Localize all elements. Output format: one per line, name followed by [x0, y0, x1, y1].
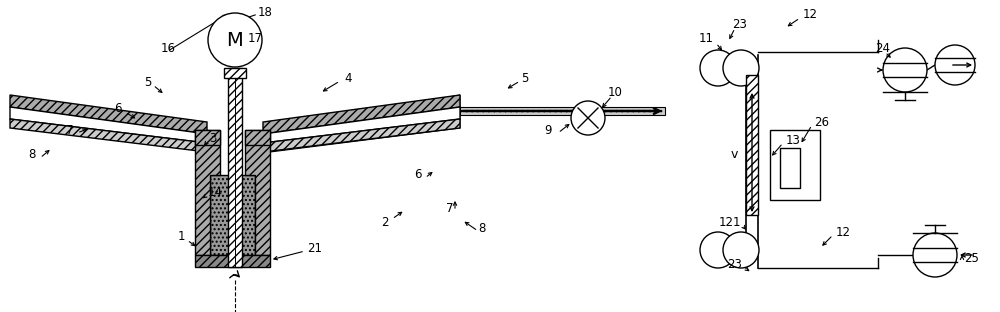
Text: 3: 3 [209, 131, 217, 144]
Text: 8: 8 [28, 149, 36, 162]
Text: 16: 16 [160, 41, 176, 55]
Text: 11: 11 [698, 32, 714, 45]
Text: 24: 24 [876, 41, 891, 55]
Polygon shape [270, 107, 460, 152]
Circle shape [935, 45, 975, 85]
Text: 6: 6 [114, 101, 122, 115]
Circle shape [883, 48, 927, 92]
Text: 9: 9 [544, 124, 552, 137]
Polygon shape [245, 130, 270, 255]
Text: 7: 7 [446, 202, 454, 215]
Circle shape [723, 232, 759, 268]
Polygon shape [195, 255, 270, 267]
Text: 7: 7 [66, 124, 74, 137]
Text: 21: 21 [308, 241, 322, 255]
Text: 10: 10 [608, 86, 622, 100]
Bar [780, 148, 800, 188]
Polygon shape [10, 95, 207, 134]
Polygon shape [210, 175, 255, 255]
Bar [770, 130, 820, 200]
Text: 23: 23 [728, 259, 742, 271]
Polygon shape [10, 107, 207, 143]
Text: 14: 14 [208, 186, 222, 198]
Circle shape [571, 101, 605, 135]
Polygon shape [263, 107, 460, 143]
Text: 4: 4 [344, 71, 352, 85]
Polygon shape [263, 119, 460, 152]
Circle shape [723, 50, 759, 86]
Polygon shape [10, 119, 207, 152]
Text: 23: 23 [733, 18, 747, 32]
Polygon shape [270, 95, 460, 143]
Bar [228, 68, 242, 267]
Text: 5: 5 [144, 76, 152, 89]
Text: 18: 18 [258, 6, 272, 18]
Text: 1: 1 [177, 231, 185, 243]
Text: M: M [227, 31, 243, 50]
Polygon shape [245, 130, 270, 145]
Polygon shape [195, 130, 220, 255]
Text: 121: 121 [719, 216, 741, 228]
Circle shape [700, 232, 736, 268]
Polygon shape [263, 95, 460, 134]
Text: 8: 8 [478, 222, 486, 235]
Text: 12: 12 [802, 8, 818, 22]
Text: 17: 17 [248, 32, 262, 45]
Circle shape [700, 50, 736, 86]
Text: 2: 2 [381, 216, 389, 228]
Circle shape [913, 233, 957, 277]
Bar [746, 75, 758, 215]
Text: 5: 5 [521, 71, 529, 85]
Bar [224, 68, 246, 78]
Text: 12: 12 [836, 226, 850, 238]
Polygon shape [195, 130, 220, 145]
Text: v: v [730, 149, 738, 162]
Polygon shape [460, 107, 665, 115]
Text: 25: 25 [965, 251, 979, 265]
Circle shape [208, 13, 262, 67]
Text: 13: 13 [786, 134, 800, 147]
Text: 26: 26 [814, 115, 830, 129]
Text: 6: 6 [414, 168, 422, 182]
